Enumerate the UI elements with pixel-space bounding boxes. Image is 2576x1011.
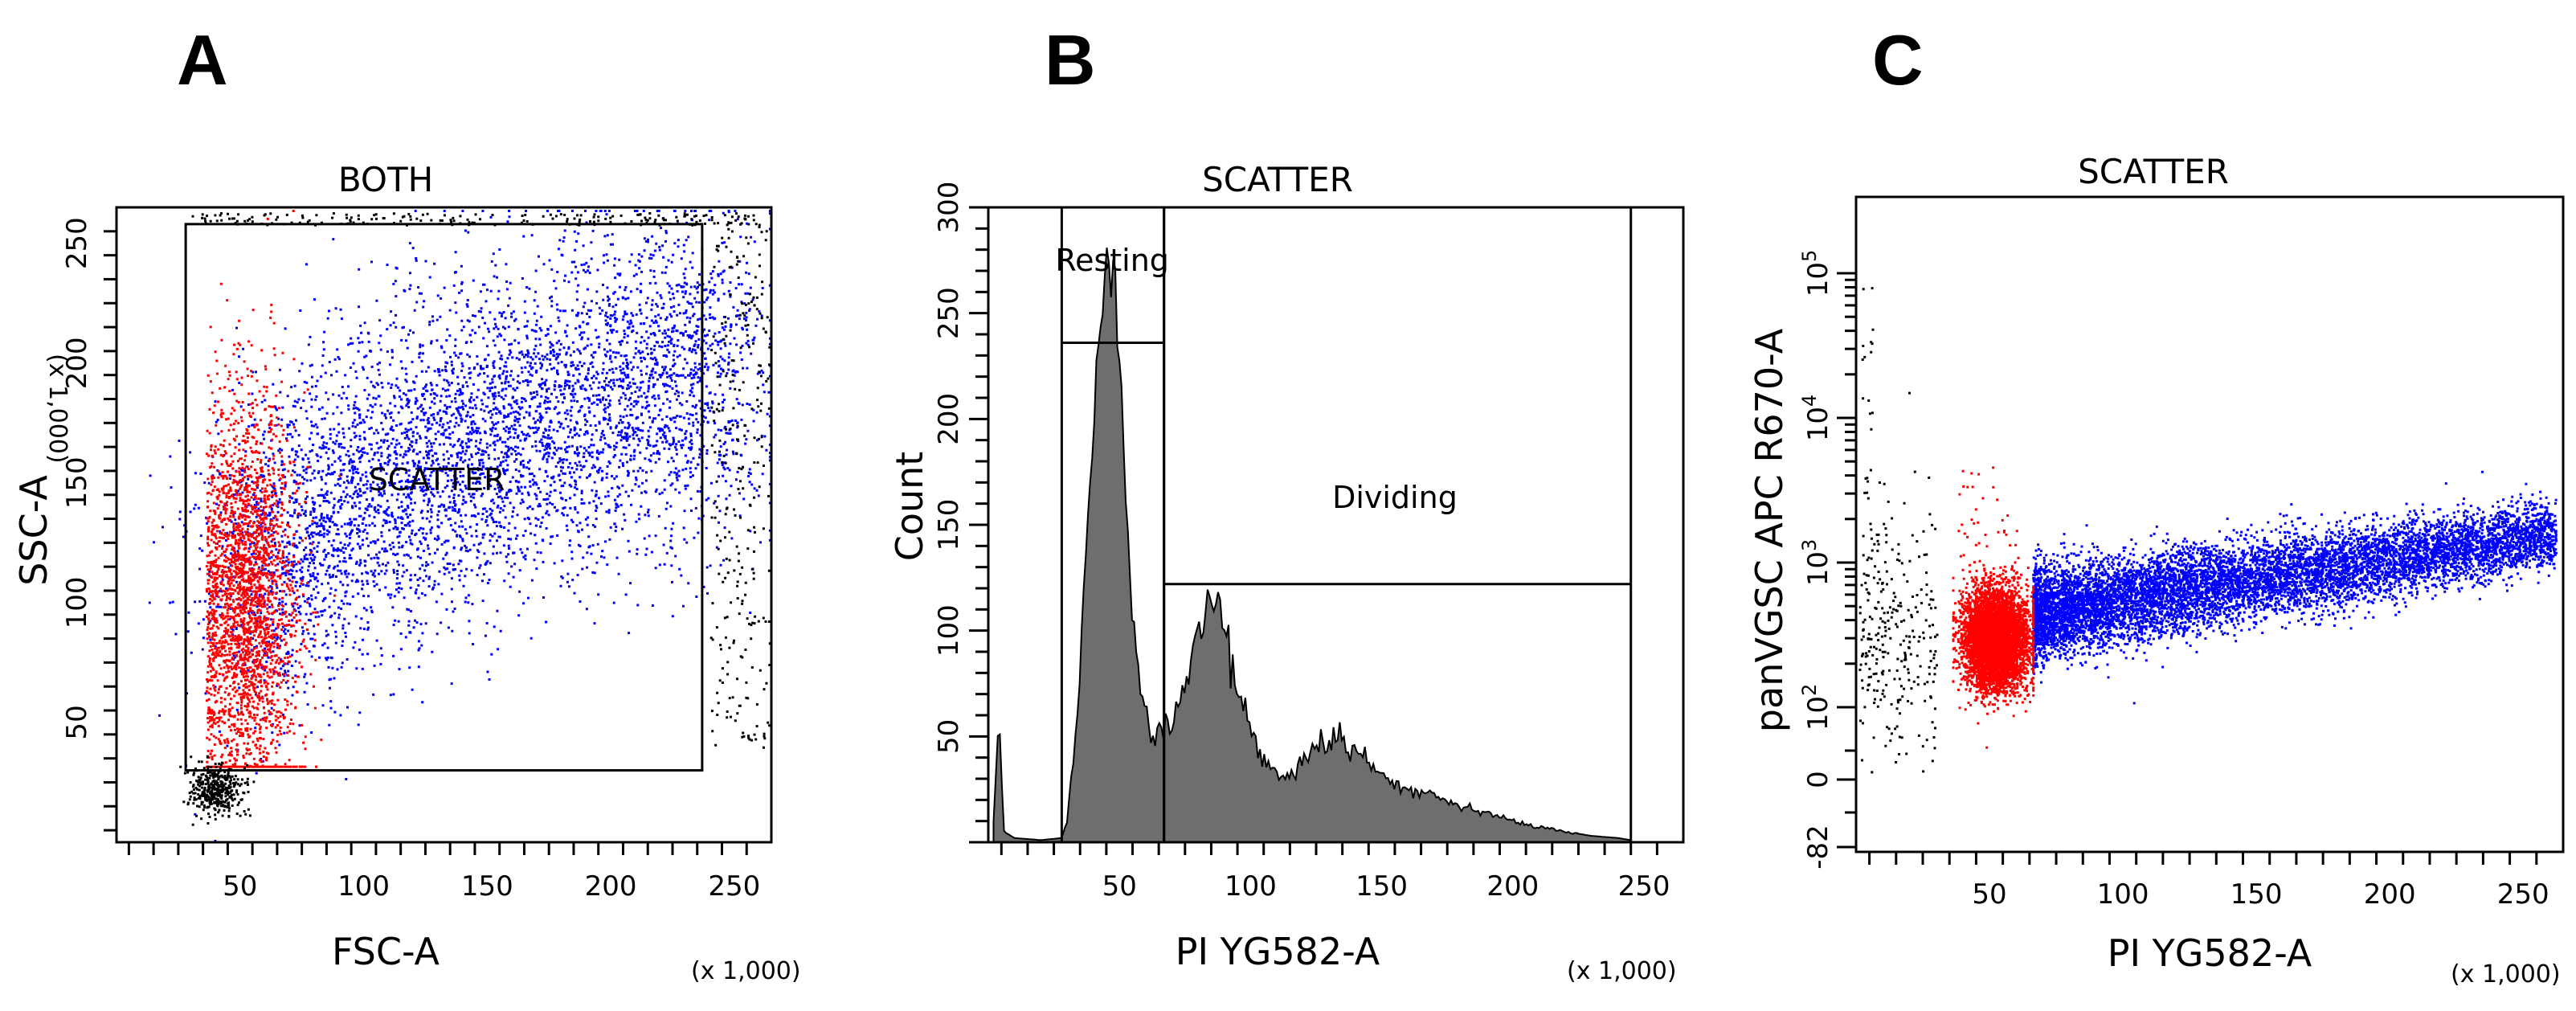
panel-a-y-tick-label: 200 bbox=[61, 337, 93, 389]
panel-c-ticks: 50 100 150 200 250 105 104 103 102 0 -82 bbox=[1798, 250, 2549, 911]
panel-letter-a: A bbox=[177, 20, 228, 100]
panel-b-x-tick-label: 200 bbox=[1486, 870, 1539, 903]
panel-a-gate: SCATTER bbox=[184, 223, 704, 772]
panel-c-y-tick-label: 104 bbox=[1798, 395, 1834, 442]
panel-c-y-tick-label: 102 bbox=[1798, 684, 1834, 731]
panel-b-x-multiplier: (x 1,000) bbox=[1567, 957, 1677, 985]
panel-b-histogram bbox=[992, 248, 1633, 843]
panel-c-series-black bbox=[1858, 287, 1939, 774]
panel-b-x-tick-label: 100 bbox=[1225, 870, 1277, 903]
panel-b-title: SCATTER bbox=[1202, 160, 1353, 199]
panel-letter-c: C bbox=[1872, 20, 1924, 100]
panel-b-xlabel: PI YG582-A bbox=[1176, 930, 1380, 973]
panel-a-x-tick-label: 200 bbox=[585, 870, 637, 903]
panel-a-points bbox=[148, 210, 771, 842]
panel-a-x-multiplier: (x 1,000) bbox=[691, 957, 801, 985]
panel-a-series-red bbox=[205, 210, 341, 768]
panel-b-y-tick-label: 100 bbox=[933, 604, 965, 657]
panel-b-gates: Resting Dividing bbox=[1055, 207, 1633, 842]
panel-a-ticks: 50 100 150 200 250 50 100 150 200 250 bbox=[61, 217, 760, 903]
panel-a-y-tick-label: 100 bbox=[61, 576, 93, 628]
panel-a-chart: BOTH 50 100 150 200 250 50 100 150 200 250 SCATTE… bbox=[12, 160, 801, 985]
panel-c-xlabel: PI YG582-A bbox=[2108, 931, 2312, 975]
panel-c-chart: SCATTER 50 100 150 200 250 105 104 103 102 0 -82 P… bbox=[1748, 152, 2565, 988]
panel-a-frame bbox=[115, 206, 773, 844]
panel-b-y-tick-label: 150 bbox=[933, 499, 965, 551]
panel-a-y-tick-label: 150 bbox=[61, 456, 93, 509]
panel-b-ticks: 50 100 150 200 250 50 100 150 200 250 300 bbox=[933, 182, 1670, 903]
panel-b-y-tick-label: 50 bbox=[933, 719, 965, 754]
panel-a-x-tick-label: 250 bbox=[708, 870, 760, 903]
panel-c-x-multiplier: (x 1,000) bbox=[2451, 960, 2561, 988]
panel-a-x-tick-label: 150 bbox=[461, 870, 513, 903]
panel-b-x-tick-label: 150 bbox=[1355, 870, 1408, 903]
panel-a-series-black bbox=[179, 212, 771, 826]
panel-b-x-tick-label: 50 bbox=[1102, 870, 1137, 903]
panel-a-gate-label: SCATTER bbox=[369, 462, 505, 497]
panel-c-y-tick-label: 105 bbox=[1798, 250, 1834, 297]
panel-c-title: SCATTER bbox=[2078, 152, 2229, 191]
panel-letter-b: B bbox=[1045, 20, 1096, 100]
panel-c-x-tick-label: 200 bbox=[2364, 878, 2416, 911]
panel-c-x-tick-label: 50 bbox=[1972, 878, 2006, 911]
panel-c-x-tick-label: 100 bbox=[2097, 878, 2149, 911]
panel-a-y-tick-label: 250 bbox=[61, 217, 93, 269]
panel-c-series-blue bbox=[2032, 470, 2558, 705]
panel-a-y-tick-label: 50 bbox=[61, 705, 93, 739]
panel-a-ylabel: SSC-A bbox=[12, 475, 55, 586]
panel-c-x-tick-label: 150 bbox=[2230, 878, 2283, 911]
panel-b-y-tick-label: 300 bbox=[933, 182, 965, 234]
panel-a-xlabel: FSC-A bbox=[332, 930, 440, 973]
panel-c-ylabel: panVGSC APC R670-A bbox=[1748, 328, 1791, 732]
panel-b-y-tick-label: 200 bbox=[933, 393, 965, 445]
panel-c-y-tick-label: -82 bbox=[1802, 825, 1834, 870]
panel-a-series-blue bbox=[148, 210, 771, 842]
panel-a-y-multiplier: (x 1,000) bbox=[43, 354, 72, 464]
panel-c-points bbox=[1858, 287, 2558, 774]
panel-c-x-tick-label: 250 bbox=[2497, 878, 2549, 911]
panel-c-series-red bbox=[1952, 466, 2035, 749]
panel-b-y-tick-label: 250 bbox=[933, 287, 965, 339]
panel-c-y-tick-label: 103 bbox=[1798, 539, 1834, 587]
panel-b-gate-label: Dividing bbox=[1332, 480, 1458, 515]
panel-c-y-tick-label: 0 bbox=[1802, 771, 1834, 788]
panel-a-title: BOTH bbox=[338, 160, 433, 199]
panel-a-x-tick-label: 50 bbox=[223, 870, 257, 903]
panel-b-chart: SCATTER 50 100 150 200 25050100150200250300 … bbox=[888, 160, 1685, 985]
panel-b-x-tick-label: 250 bbox=[1618, 870, 1670, 903]
panel-a-gate-rect bbox=[184, 223, 704, 772]
panel-c-frame bbox=[1854, 195, 2565, 853]
panel-b-gate-label: Resting bbox=[1055, 243, 1169, 278]
panel-a-x-tick-label: 100 bbox=[337, 870, 390, 903]
panel-b-ylabel: Count bbox=[888, 452, 931, 562]
